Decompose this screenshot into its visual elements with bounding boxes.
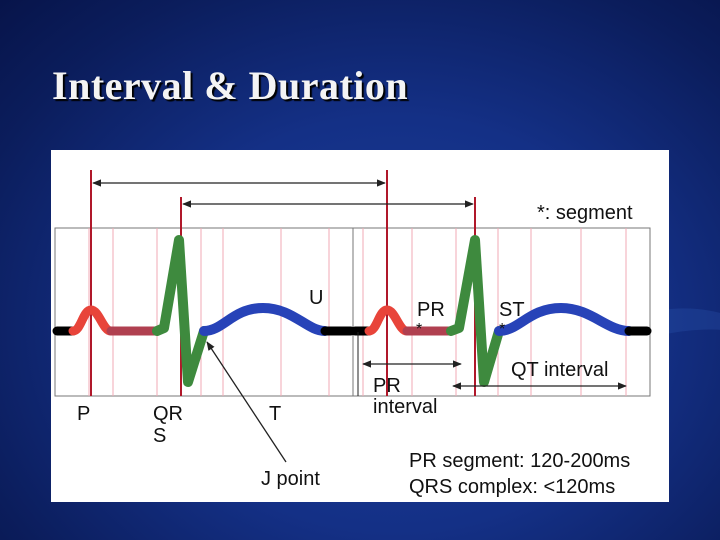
ecg-diagram: *: segment U PR ST * * QT interval PR in… [52, 170, 652, 498]
label-s: S [153, 425, 166, 447]
star-pr: * [416, 321, 422, 338]
label-st: ST [499, 299, 525, 321]
slide-title: Interval & Duration [52, 63, 409, 108]
grid-lines [88, 228, 627, 396]
label-u: U [309, 287, 323, 309]
right-grid-frame [352, 227, 651, 397]
label-pr-interval-line2: interval [373, 396, 437, 418]
label-j-point: J point [261, 468, 320, 490]
note-qrs-complex: QRS complex: <120ms [409, 476, 615, 498]
label-qr: QR [153, 403, 183, 425]
note-pr-segment: PR segment: 120-200ms [409, 450, 630, 472]
p-wave [68, 305, 116, 336]
label-qt-interval: QT interval [511, 359, 608, 381]
p-wave [364, 305, 412, 336]
grid [54, 227, 651, 397]
j-point-arrow [206, 341, 287, 463]
ecg-diagram-panel: *: segment U PR ST * * QT interval PR in… [51, 150, 669, 502]
segment-note: *: segment [537, 202, 633, 224]
t-wave [199, 303, 330, 336]
label-p: P [77, 403, 90, 425]
ecg-beat-left [52, 235, 356, 387]
label-t: T [269, 403, 281, 425]
t-wave [494, 303, 634, 336]
label-pr: PR [417, 299, 445, 321]
qrs-complex [446, 235, 504, 387]
qrs-complex [152, 235, 209, 387]
ecg-beat-right [350, 235, 652, 387]
label-pr-interval-line1: PR [373, 375, 401, 397]
star-st: * [499, 321, 505, 338]
